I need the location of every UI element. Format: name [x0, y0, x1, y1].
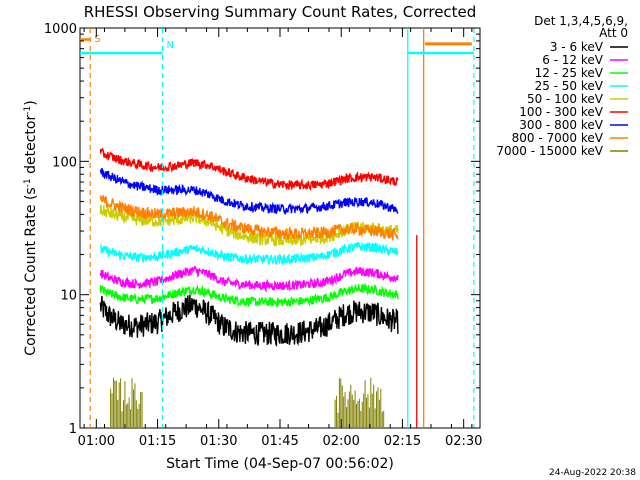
legend-label: 50 - 100 keV: [527, 92, 604, 106]
legend-label: 3 - 6 keV: [550, 40, 604, 54]
y-tick-label: 100: [52, 155, 77, 170]
x-tick-label: 01:45: [261, 434, 298, 449]
plot-frame: [79, 27, 481, 429]
series-line-800-7000keV: [99, 194, 399, 241]
legend-label: 6 - 12 keV: [542, 53, 604, 67]
series-line-100-300keV: [99, 147, 399, 192]
legend-label: 800 - 7000 keV: [512, 131, 604, 145]
legend-label: 12 - 25 keV: [535, 66, 604, 80]
y-axis: 1 10 100 1000: [44, 22, 480, 437]
y-axis-label: Corrected Count Rate (s-1 detector-1): [23, 100, 39, 355]
series-line-300-800keV: [99, 167, 399, 216]
legend-label: 25 - 50 keV: [535, 79, 604, 93]
annotation-N: N: [166, 40, 173, 51]
legend-header-line2: Att 0: [599, 26, 628, 40]
annotation-S: S: [94, 34, 100, 45]
series-line-25-50keV: [100, 241, 399, 266]
series-line-6-12keV: [99, 265, 399, 293]
x-tick-label: 01:15: [139, 434, 176, 449]
x-tick-label: 01:00: [78, 434, 115, 449]
y-tick-label: 10: [60, 289, 77, 304]
plot-area: SN: [79, 27, 481, 429]
x-tick-label: 02:15: [384, 434, 421, 449]
series-line-3-6keV: [99, 294, 399, 348]
legend-label: 7000 - 15000 keV: [496, 144, 603, 158]
series-line-12-25keV: [99, 282, 399, 308]
x-tick-label: 02:30: [445, 434, 482, 449]
legend-label: 300 - 800 keV: [519, 118, 603, 132]
x-axis: 01:00 01:15 01:30 01:45 02:00 02:15 02:30: [78, 28, 482, 449]
y-tick-label: 1: [69, 422, 77, 437]
x-tick-label: 01:30: [200, 434, 237, 449]
x-axis-label: Start Time (04-Sep-07 00:56:02): [166, 456, 394, 472]
legend-header-line1: Det 1,3,4,5,6,9,: [534, 14, 628, 28]
x-tick-label: 02:00: [322, 434, 359, 449]
legend-label: 100 - 300 keV: [519, 105, 603, 119]
y-tick-label: 1000: [44, 22, 77, 37]
footer-date: 24-Aug-2022 20:38: [549, 468, 636, 478]
chart-title: RHESSI Observing Summary Count Rates, Co…: [84, 3, 477, 21]
